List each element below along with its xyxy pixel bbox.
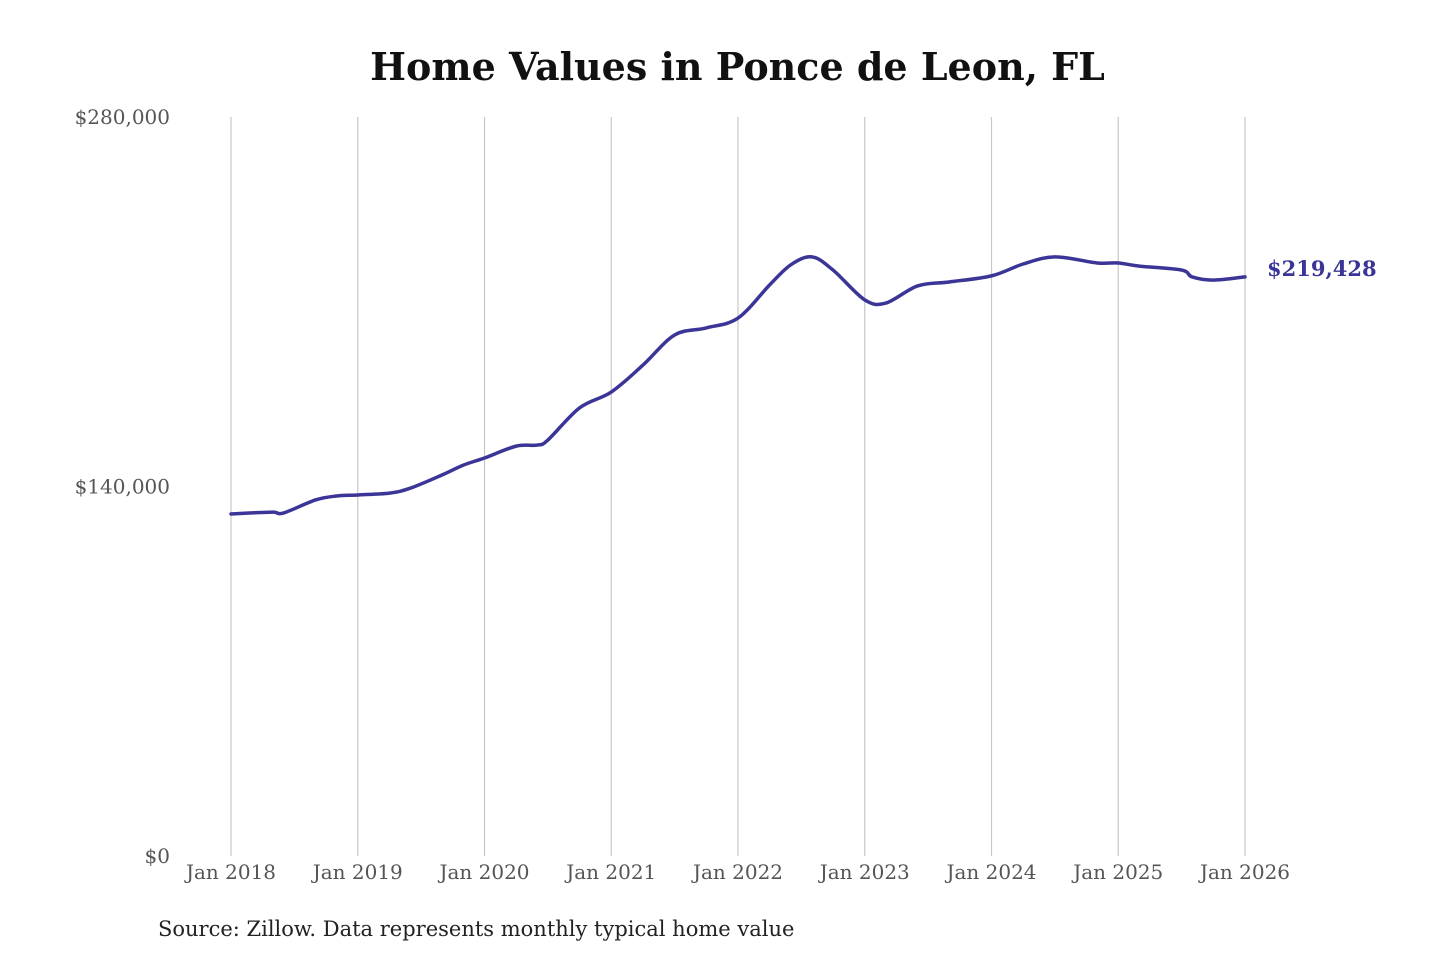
x-tick-label: Jan 2018 — [184, 860, 276, 884]
y-tick-label: $0 — [145, 844, 170, 868]
x-tick-label: Jan 2022 — [691, 860, 783, 884]
y-tick-label: $140,000 — [75, 475, 170, 499]
y-tick-label: $280,000 — [75, 105, 170, 129]
home-value-line — [229, 255, 1247, 516]
x-tick-label: Jan 2026 — [1198, 860, 1290, 884]
x-tick-label: Jan 2024 — [944, 860, 1036, 884]
x-tick-label: Jan 2021 — [564, 860, 656, 884]
source-note: Source: Zillow. Data represents monthly … — [158, 917, 795, 941]
x-tick-label: Jan 2019 — [311, 860, 403, 884]
chart-title: Home Values in Ponce de Leon, FL — [370, 44, 1105, 89]
x-tick-label: Jan 2023 — [818, 860, 910, 884]
x-tick-label: Jan 2020 — [437, 860, 529, 884]
x-tick-label: Jan 2025 — [1071, 860, 1163, 884]
end-value-label: $219,428 — [1267, 256, 1377, 281]
